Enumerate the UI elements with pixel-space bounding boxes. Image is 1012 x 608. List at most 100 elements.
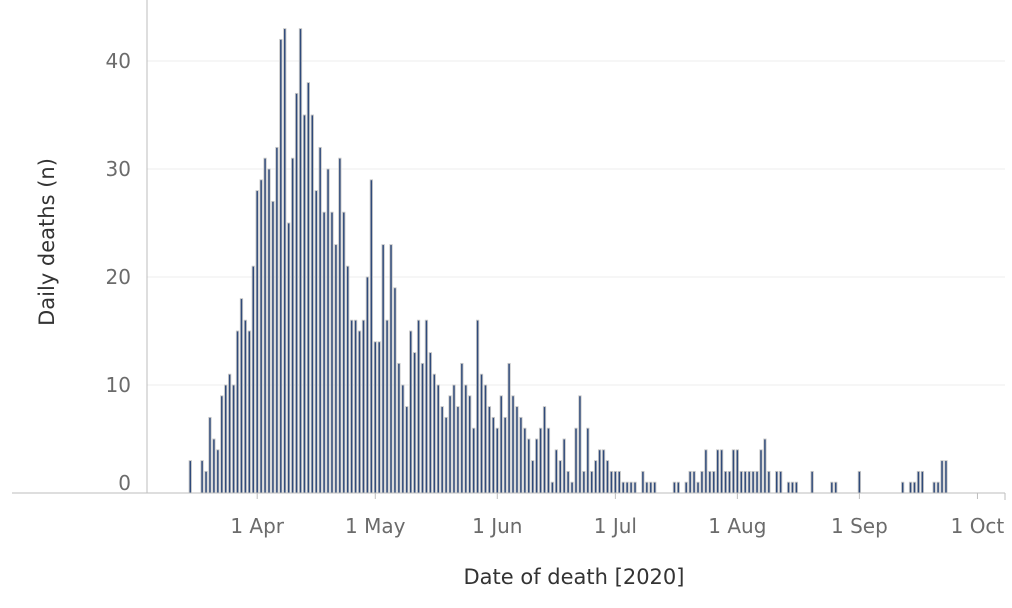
bar	[767, 470, 771, 494]
bar	[912, 481, 917, 494]
bar	[503, 416, 507, 494]
bar	[306, 82, 311, 494]
bar	[554, 449, 558, 494]
bar	[416, 319, 421, 494]
bar	[456, 406, 460, 494]
bar	[747, 470, 751, 494]
bar	[263, 157, 267, 494]
x-axis-title: Date of death [2020]	[464, 565, 685, 589]
bar	[287, 222, 291, 494]
bar	[594, 460, 598, 494]
bar	[763, 438, 767, 494]
bar	[645, 481, 649, 494]
x-tick-label: 1 Oct	[951, 514, 1005, 538]
bar	[491, 416, 495, 494]
bar	[944, 460, 948, 494]
bar	[908, 481, 913, 494]
y-tick-label: 40	[106, 49, 131, 73]
bar	[302, 114, 307, 494]
bar	[617, 470, 621, 494]
bar	[200, 460, 204, 494]
bar	[794, 481, 799, 494]
bar	[393, 287, 397, 494]
bar	[779, 470, 783, 494]
bar	[436, 384, 440, 494]
bar	[475, 319, 480, 494]
bar	[342, 211, 346, 494]
bar	[629, 481, 633, 494]
bar	[464, 384, 468, 494]
bar	[357, 330, 362, 494]
bar	[613, 470, 617, 494]
bar	[204, 470, 208, 494]
bar	[483, 384, 488, 494]
bar	[239, 298, 244, 494]
bar	[460, 362, 464, 494]
y-tick-labels: 0 10 20 30 40	[106, 49, 131, 495]
bar	[696, 481, 700, 494]
bar	[428, 352, 433, 494]
bar	[625, 481, 629, 494]
bar	[472, 427, 476, 494]
bar	[566, 470, 570, 494]
bars	[188, 28, 948, 494]
bar	[621, 481, 625, 494]
bar	[810, 470, 814, 494]
bar	[578, 395, 582, 494]
bar	[373, 341, 377, 494]
bar	[700, 470, 704, 494]
bar	[562, 438, 566, 494]
bar	[936, 481, 940, 494]
bar	[546, 427, 551, 494]
bar	[633, 481, 637, 494]
x-tick-label: 1 Aug	[708, 514, 766, 538]
bar	[755, 470, 759, 494]
bar	[495, 427, 499, 494]
bar	[531, 460, 535, 494]
bar	[279, 38, 283, 494]
bar	[479, 373, 484, 494]
bar	[385, 319, 389, 494]
bar	[322, 211, 326, 494]
bar	[535, 438, 539, 494]
x-tick-label: 1 Jun	[472, 514, 522, 538]
x-tick-label: 1 Sep	[831, 514, 888, 538]
bar	[716, 449, 720, 494]
bar	[731, 449, 736, 494]
bar	[712, 470, 716, 494]
bar	[448, 395, 452, 494]
bar	[235, 330, 240, 494]
bar	[361, 319, 366, 494]
bar	[318, 146, 322, 494]
bar	[940, 460, 944, 494]
bar	[409, 330, 413, 494]
bar	[605, 460, 610, 494]
bar	[397, 362, 401, 494]
x-tick-label: 1 Jul	[594, 514, 637, 538]
bar	[353, 319, 358, 494]
bar	[275, 146, 279, 494]
y-axis-title: Daily deaths (n)	[35, 158, 59, 326]
bar	[704, 449, 708, 494]
bar	[310, 114, 314, 494]
bar	[901, 481, 905, 494]
y-tick-label: 20	[106, 265, 131, 289]
bar	[188, 460, 192, 494]
bar	[220, 395, 224, 494]
bar	[283, 28, 287, 494]
bar	[231, 384, 236, 494]
bar	[413, 352, 417, 494]
bar	[790, 481, 795, 494]
bar	[338, 157, 342, 494]
bar	[294, 92, 299, 494]
bar	[834, 481, 838, 494]
bar	[550, 481, 555, 494]
bar	[259, 179, 263, 494]
bar	[440, 406, 444, 494]
bar	[255, 190, 259, 494]
bar	[590, 470, 594, 494]
bar	[251, 265, 255, 494]
bar	[365, 276, 370, 494]
y-tick-label: 0	[118, 471, 131, 495]
bar	[334, 244, 338, 494]
